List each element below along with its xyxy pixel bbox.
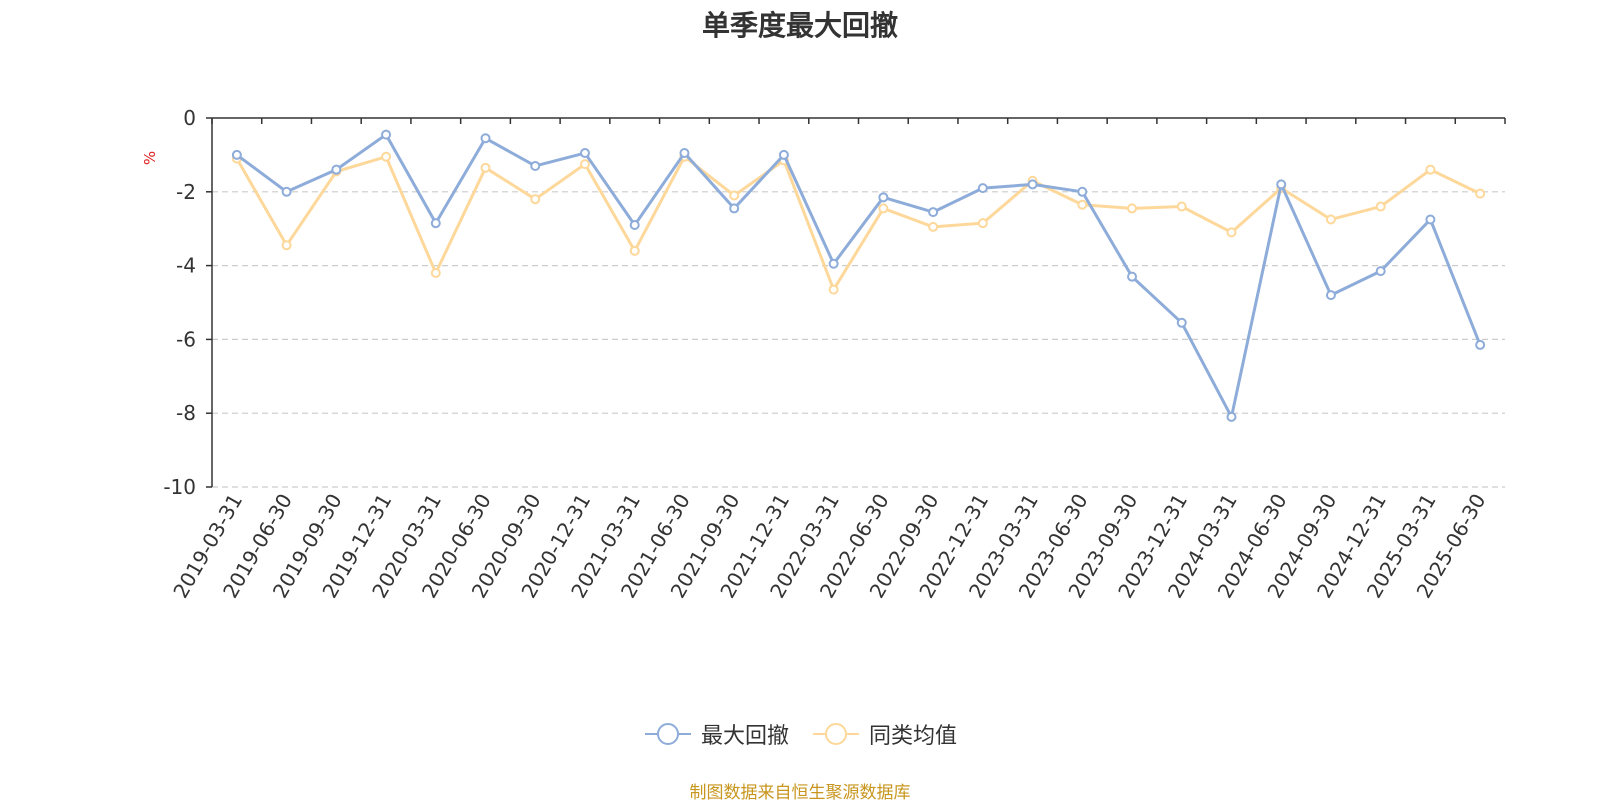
data-point bbox=[579, 159, 590, 170]
data-point bbox=[1176, 317, 1187, 328]
data-point bbox=[1475, 188, 1486, 199]
data-point bbox=[1226, 411, 1237, 422]
chart-title: 单季度最大回撤 bbox=[701, 9, 898, 42]
data-point bbox=[828, 284, 839, 295]
axes: 0-2-4-6-8-102019-03-312019-06-302019-09-… bbox=[163, 106, 1506, 602]
data-point bbox=[1127, 271, 1138, 282]
data-point bbox=[1375, 266, 1386, 277]
data-point bbox=[480, 133, 491, 144]
y-tick-label: -6 bbox=[176, 327, 196, 351]
data-point bbox=[828, 258, 839, 269]
data-point bbox=[679, 148, 690, 159]
series-2 bbox=[231, 151, 1486, 295]
data-point bbox=[928, 221, 939, 232]
y-tick-label: -2 bbox=[176, 180, 196, 204]
series-line bbox=[235, 155, 1481, 292]
data-point bbox=[1325, 214, 1336, 225]
grid-lines bbox=[212, 191, 1505, 488]
source-note: 制图数据来自恒生聚源数据库 bbox=[689, 783, 911, 803]
data-point bbox=[1276, 179, 1287, 190]
y-tick-label: -4 bbox=[176, 254, 196, 278]
data-point bbox=[530, 194, 541, 205]
data-point bbox=[629, 245, 640, 256]
data-point bbox=[1226, 227, 1237, 238]
circle-line-icon bbox=[644, 723, 691, 745]
data-point bbox=[729, 190, 740, 201]
legend-item-series2[interactable]: 同类均值 bbox=[811, 718, 957, 750]
data-point bbox=[1077, 186, 1088, 197]
data-point bbox=[928, 207, 939, 218]
data-point bbox=[331, 164, 342, 175]
legend-label-series2: 同类均值 bbox=[869, 724, 958, 749]
data-point bbox=[878, 192, 889, 203]
data-point bbox=[1425, 164, 1436, 175]
y-tick-label: 0 bbox=[183, 106, 196, 130]
data-point bbox=[1027, 179, 1038, 190]
y-axis-label: % bbox=[141, 151, 159, 165]
data-point bbox=[1176, 201, 1187, 212]
data-point bbox=[530, 160, 541, 171]
data-point bbox=[1375, 201, 1386, 212]
legend-marker-1 bbox=[656, 723, 679, 745]
legend-item-series1[interactable]: 最大回撤 bbox=[643, 718, 789, 750]
series-line bbox=[235, 133, 1482, 419]
data-point bbox=[629, 220, 640, 231]
legend: 最大回撤 同类均值 bbox=[0, 718, 1600, 750]
legend-marker-2 bbox=[825, 723, 847, 745]
circle-line-icon bbox=[813, 723, 859, 745]
data-point bbox=[977, 218, 988, 229]
data-point bbox=[430, 218, 441, 229]
data-point bbox=[381, 151, 392, 162]
data-point bbox=[878, 203, 889, 214]
legend-label-series1: 最大回撤 bbox=[700, 724, 789, 749]
data-point bbox=[480, 162, 491, 173]
data-point bbox=[977, 183, 988, 194]
data-point bbox=[1077, 199, 1088, 210]
data-point bbox=[430, 267, 441, 278]
series-group bbox=[231, 129, 1486, 422]
series-1 bbox=[231, 129, 1486, 422]
data-point bbox=[1325, 290, 1336, 301]
data-point bbox=[381, 129, 392, 140]
data-point bbox=[778, 149, 789, 160]
data-point bbox=[1127, 203, 1138, 214]
y-tick-label: -10 bbox=[163, 475, 196, 499]
data-point bbox=[1475, 339, 1486, 350]
data-point bbox=[579, 148, 590, 159]
data-point bbox=[281, 186, 292, 197]
y-tick-label: -8 bbox=[176, 401, 196, 425]
data-point bbox=[231, 149, 242, 160]
data-point bbox=[281, 240, 292, 251]
data-point bbox=[1425, 214, 1436, 225]
data-point bbox=[729, 203, 740, 214]
